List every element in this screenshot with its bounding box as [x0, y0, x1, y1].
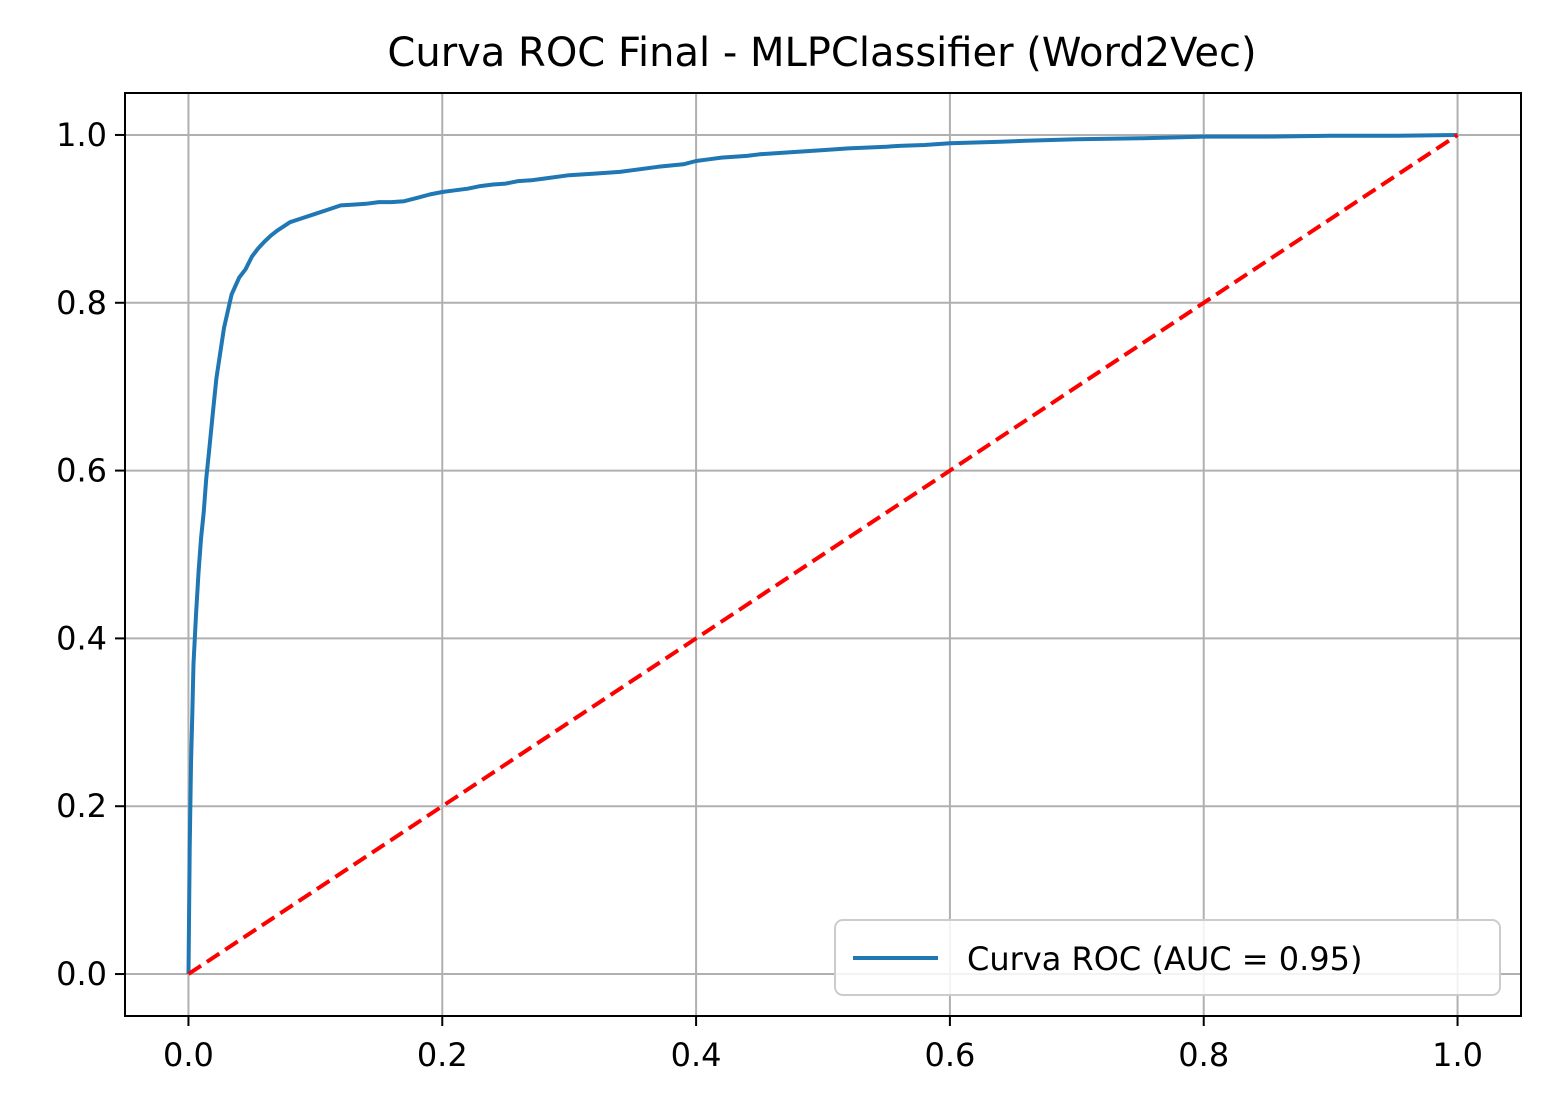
y-tick-label: 0.6 [56, 452, 107, 490]
x-tick-label: 0.2 [417, 1036, 468, 1074]
series-layer [186, 133, 1459, 976]
x-tick-label: 1.0 [1432, 1036, 1483, 1074]
y-tick-label: 1.0 [56, 116, 107, 154]
x-tick-label: 0.6 [924, 1036, 975, 1074]
grid-layer [125, 93, 1521, 1016]
tick-layer: 0.0 0.2 0.4 0.6 0.8 1.0 0.0 0.2 0.4 0.6 0.8 1.0 [56, 116, 1483, 1074]
chart-title: Curva ROC Final - MLPClassifier (Word2Ve… [387, 30, 1256, 76]
x-tick-label: 0.4 [671, 1036, 722, 1074]
legend-label-roc-curve: Curva ROC (AUC = 0.95) [967, 940, 1362, 978]
y-tick-label: 0.2 [56, 787, 107, 825]
roc-curve-line [186, 133, 1458, 975]
legend-box [834, 919, 1501, 996]
x-tick-label: 0.8 [1178, 1036, 1229, 1074]
plot-frame [124, 92, 1522, 1017]
chance-diagonal-line [187, 133, 1459, 976]
legend: Curva ROC (AUC = 0.95) [834, 919, 1501, 996]
y-tick-label: 0.0 [56, 955, 107, 993]
x-tick-label: 0.0 [163, 1036, 214, 1074]
y-tick-label: 0.8 [56, 284, 107, 322]
y-tick-label: 0.4 [56, 619, 107, 657]
